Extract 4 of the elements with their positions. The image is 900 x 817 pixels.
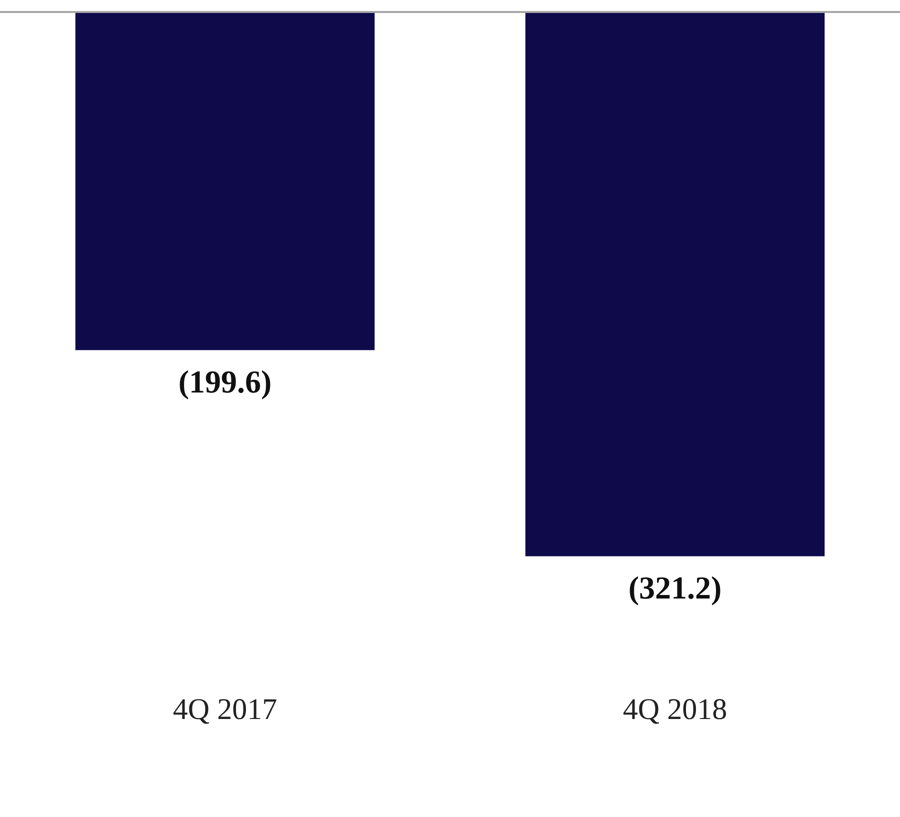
x-tick-label: 4Q 2018 [622, 692, 728, 726]
data-label: (199.6) [178, 363, 272, 400]
x-tick-label: 4Q 2017 [172, 692, 278, 726]
data-label: (321.2) [628, 569, 722, 606]
